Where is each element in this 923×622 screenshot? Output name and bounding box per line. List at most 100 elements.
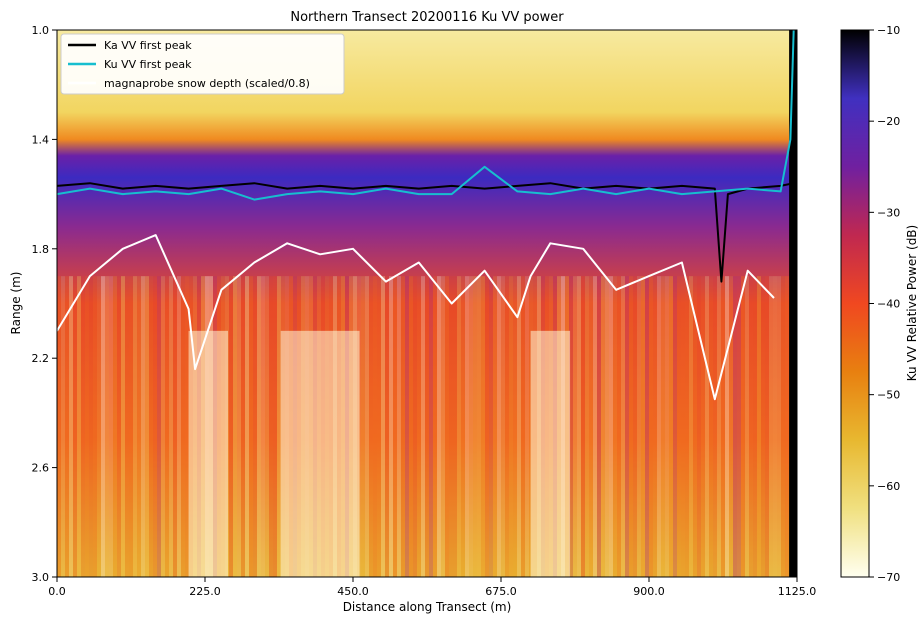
- heatmap-column: [385, 276, 389, 577]
- heatmap-background: [57, 30, 797, 577]
- heatmap-column: [177, 276, 181, 577]
- heatmap-column: [589, 276, 593, 577]
- heatmap-column: [393, 276, 397, 577]
- heatmap-column: [625, 276, 629, 577]
- colorbar-label: Ku VV Relative Power (dB): [905, 225, 919, 381]
- heatmap-column: [77, 276, 81, 577]
- x-tick-label: 450.0: [337, 585, 369, 598]
- heatmap-column: [489, 276, 493, 577]
- heatmap-column: [169, 276, 173, 577]
- x-tick-label: 0.0: [48, 585, 66, 598]
- heatmap-column: [757, 276, 761, 577]
- heatmap-column: [473, 276, 477, 577]
- heatmap-column: [761, 276, 765, 577]
- legend-label-magnaprobe: magnaprobe snow depth (scaled/0.8): [104, 77, 310, 90]
- plot-frame: [56, 29, 798, 578]
- legend-label-ka: Ka VV first peak: [104, 39, 192, 52]
- heatmap-column: [265, 276, 269, 577]
- colorbar-ticks: −10 −20 −30 −40 −50 −60 −70: [869, 24, 900, 584]
- heatmap-column: [617, 276, 621, 577]
- heatmap-column: [241, 276, 245, 577]
- heatmap-column: [137, 276, 141, 577]
- x-tick-label: 900.0: [633, 585, 665, 598]
- heatmap-column: [181, 276, 185, 577]
- y-tick-label: 1.0: [32, 24, 50, 37]
- y-tick-label: 2.2: [32, 352, 50, 365]
- heatmap-column: [237, 276, 241, 577]
- heatmap-column: [517, 276, 521, 577]
- heatmap-column: [621, 276, 625, 577]
- heatmap-column: [669, 276, 673, 577]
- heatmap-column: [745, 276, 749, 577]
- heatmap-column: [717, 276, 721, 577]
- series-layer: [56, 29, 795, 401]
- heatmap-bright-region: [280, 330, 360, 577]
- heatmap-column: [69, 276, 73, 577]
- legend-label-ku: Ku VV first peak: [104, 58, 192, 71]
- heatmap-column: [249, 276, 253, 577]
- heatmap-column: [725, 276, 729, 577]
- colorbar-tick-label: −20: [877, 115, 900, 128]
- heatmap-column: [417, 276, 421, 577]
- heatmap-column: [429, 276, 433, 577]
- heatmap-column: [269, 276, 273, 577]
- heatmap-column: [397, 276, 401, 577]
- heatmap-column: [101, 276, 105, 577]
- heatmap-column: [753, 276, 757, 577]
- heatmap-column: [581, 276, 585, 577]
- heatmap-column: [97, 276, 101, 577]
- heatmap-column: [509, 276, 513, 577]
- plot-area: [56, 29, 798, 578]
- heatmap-column: [705, 276, 709, 577]
- heatmap-column: [597, 276, 601, 577]
- x-tick-label: 675.0: [485, 585, 517, 598]
- heatmap-column: [57, 276, 61, 577]
- heatmap-column: [481, 276, 485, 577]
- heatmap-column: [89, 276, 93, 577]
- heatmap-column: [273, 276, 277, 577]
- heatmap-column: [521, 276, 525, 577]
- heatmap-column: [649, 276, 653, 577]
- heatmap-column: [165, 276, 169, 577]
- y-tick-label: 2.6: [32, 462, 50, 475]
- heatmap-column: [609, 276, 613, 577]
- heatmap-column: [173, 276, 177, 577]
- heatmap-column: [513, 276, 517, 577]
- heatmap-column: [657, 276, 661, 577]
- heatmap-column: [381, 276, 385, 577]
- y-tick-label: 3.0: [32, 571, 50, 584]
- heatmap-column: [709, 276, 713, 577]
- heatmap-column: [257, 276, 261, 577]
- heatmap-column: [585, 276, 589, 577]
- colorbar: −10 −20 −30 −40 −50 −60 −70 Ku VV Relative Pow…: [840, 24, 919, 584]
- heatmap-column: [117, 276, 121, 577]
- heatmap-column: [409, 276, 413, 577]
- heatmap-column: [449, 276, 453, 577]
- heatmap-column: [157, 276, 161, 577]
- heatmap-column: [405, 276, 409, 577]
- x-tick-label: 1125.0: [778, 585, 817, 598]
- heatmap-column: [233, 276, 237, 577]
- heatmap-column: [61, 276, 65, 577]
- colorbar-tick-label: −50: [877, 389, 900, 402]
- heatmap-bright-region: [188, 330, 229, 577]
- heatmap-column: [497, 276, 501, 577]
- heatmap-column: [505, 276, 509, 577]
- heatmap-column: [645, 276, 649, 577]
- heatmap-column: [605, 276, 609, 577]
- heatmap-column: [461, 276, 465, 577]
- series-line-0: [56, 182, 794, 283]
- x-axis-label: Distance along Transect (m): [343, 600, 512, 614]
- heatmap-column: [93, 276, 97, 577]
- heatmap-column: [401, 276, 405, 577]
- heatmap-column: [81, 276, 85, 577]
- heatmap-column: [569, 276, 573, 577]
- heatmap-column: [769, 276, 773, 577]
- heatmap-column: [501, 276, 505, 577]
- heatmap-column: [65, 276, 69, 577]
- heatmap-edge-column: [789, 30, 797, 577]
- heatmap-column: [765, 276, 769, 577]
- heatmap-column: [633, 276, 637, 577]
- chart-title: Northern Transect 20200116 Ku VV power: [290, 10, 564, 25]
